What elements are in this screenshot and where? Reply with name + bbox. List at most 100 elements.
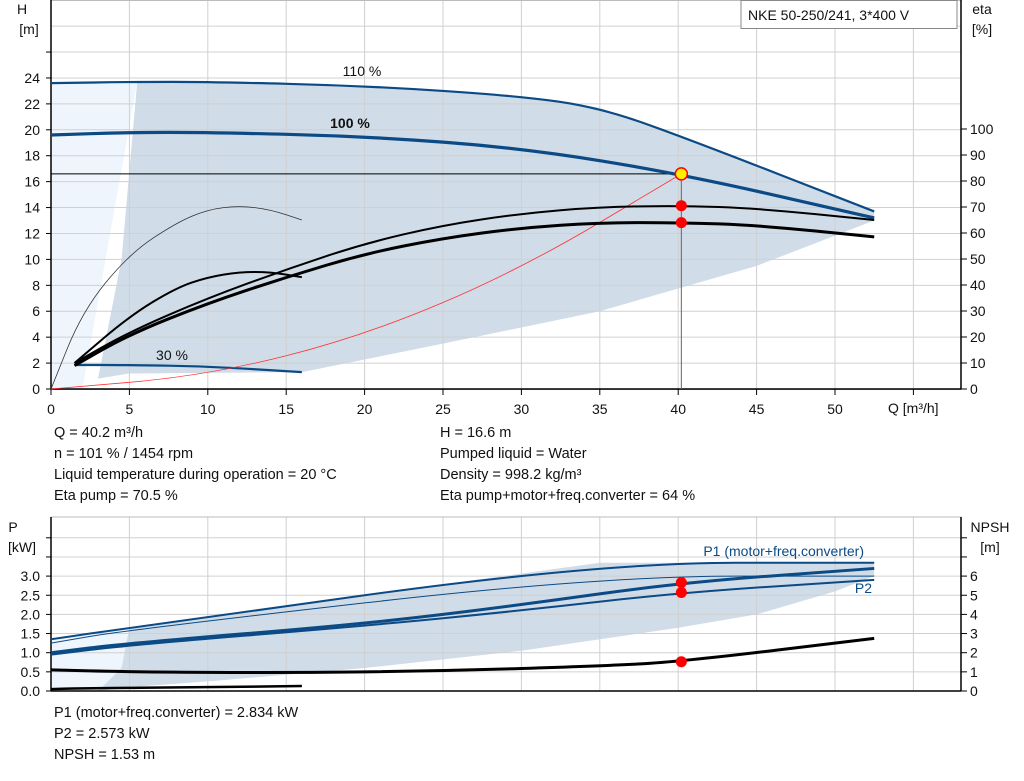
npsh-axis-unit: [m] xyxy=(980,539,999,555)
info-liquid: Pumped liquid = Water xyxy=(440,446,587,462)
p-tick-label: 3.0 xyxy=(21,568,41,584)
info-p2: P2 = 2.573 kW xyxy=(54,726,150,742)
q-tick-label: 20 xyxy=(357,401,373,417)
h-tick-label: 22 xyxy=(24,96,40,112)
p2-110-curve xyxy=(50,575,875,644)
label-p2: P2 xyxy=(855,580,872,596)
h-tick-label: 16 xyxy=(24,174,40,190)
power-duty-point xyxy=(675,576,687,588)
h-tick-label: 4 xyxy=(32,329,40,345)
eta-tick-label: 80 xyxy=(970,173,986,189)
npsh-tick-label: 3 xyxy=(970,626,978,642)
info-top-right: H = 16.6 m Pumped liquid = Water Density… xyxy=(440,423,695,507)
npsh-axis-title: NPSH xyxy=(971,519,1010,535)
eta-tick-label: 70 xyxy=(970,199,986,215)
eta-tick-label: 90 xyxy=(970,147,986,163)
p1-110-curve xyxy=(50,561,875,641)
label-100-percent: 100 % xyxy=(330,115,370,131)
power-duty-point xyxy=(675,586,687,598)
q-tick-label: 25 xyxy=(435,401,451,417)
curve-100-percent xyxy=(50,130,875,220)
p2-curve xyxy=(50,578,875,656)
p-tick-label: 1.0 xyxy=(21,645,41,661)
info-p1: P1 (motor+freq.converter) = 2.834 kW xyxy=(54,705,299,721)
eta-tick-label: 40 xyxy=(970,277,986,293)
q-tick-label: 30 xyxy=(514,401,530,417)
info-speed: n = 101 % / 1454 rpm xyxy=(54,446,194,462)
eta-tick-label: 50 xyxy=(970,251,986,267)
p-axis-unit: [kW] xyxy=(8,539,36,555)
q-tick-label: 10 xyxy=(200,401,216,417)
info-top-left: Q = 40.2 m³/h n = 101 % / 1454 rpm Liqui… xyxy=(54,423,337,507)
curve-110-percent xyxy=(50,80,875,213)
eta-tick-label: 30 xyxy=(970,303,986,319)
region-light-top xyxy=(51,81,138,390)
title-box xyxy=(740,0,958,29)
p-tick-label: 2.5 xyxy=(21,587,41,603)
p-tick-label: 1.5 xyxy=(21,626,41,642)
q-tick-label: 5 xyxy=(126,401,134,417)
p1-curve xyxy=(50,566,875,655)
eta-axis-title: eta xyxy=(972,1,992,17)
npsh-tick-label: 6 xyxy=(970,568,978,584)
info-npsh: NPSH = 1.53 m xyxy=(54,747,156,763)
h-tick-label: 12 xyxy=(24,225,40,241)
chart-title: NKE 50-250/241, 3*400 V xyxy=(748,7,910,23)
h-axis-title: H xyxy=(17,1,27,17)
eta-tick-label: 60 xyxy=(970,225,986,241)
eta-axis-unit: [%] xyxy=(972,21,992,37)
label-30-percent: 30 % xyxy=(156,347,188,363)
q-tick-label: 35 xyxy=(592,401,608,417)
q-tick-label: 40 xyxy=(670,401,686,417)
eta-tick-label: 0 xyxy=(970,381,978,397)
info-bottom: P1 (motor+freq.converter) = 2.834 kW P2 … xyxy=(54,703,298,766)
h-tick-label: 10 xyxy=(24,251,40,267)
label-p1: P1 (motor+freq.converter) xyxy=(703,543,864,559)
h-tick-label: 24 xyxy=(24,70,40,86)
eta-tick-label: 100 xyxy=(970,121,994,137)
h-tick-label: 6 xyxy=(32,303,40,319)
info-flow: Q = 40.2 m³/h xyxy=(54,425,144,441)
eta-tick-label: 20 xyxy=(970,329,986,345)
eta-tick-label: 10 xyxy=(970,355,986,371)
system-curve xyxy=(50,173,682,390)
q-tick-label: 45 xyxy=(749,401,765,417)
h-tick-label: 2 xyxy=(32,355,40,371)
curve-30-percent xyxy=(74,363,302,374)
info-eta-pump: Eta pump = 70.5 % xyxy=(54,488,178,504)
info-density: Density = 998.2 kg/m³ xyxy=(440,467,582,483)
npsh-curve xyxy=(50,636,875,674)
eta-pump-30-curve xyxy=(50,206,303,390)
npsh-tick-label: 2 xyxy=(970,645,978,661)
npsh-tick-label: 1 xyxy=(970,664,978,680)
eta-duty-point xyxy=(675,200,687,212)
q-tick-label: 50 xyxy=(827,401,843,417)
region-light-bottom xyxy=(51,627,130,691)
npsh-tick-label: 0 xyxy=(970,683,978,699)
info-temperature: Liquid temperature during operation = 20… xyxy=(54,467,337,483)
info-head: H = 16.6 m xyxy=(440,425,512,441)
npsh-tick-label: 5 xyxy=(970,587,978,603)
h-tick-label: 0 xyxy=(32,381,40,397)
info-eta-total: Eta pump+motor+freq.converter = 64 % xyxy=(440,488,696,504)
p-axis-title: P xyxy=(8,519,17,535)
eta-total-30-curve xyxy=(73,270,303,364)
eta-duty-point xyxy=(675,217,687,229)
p-tick-label: 0.0 xyxy=(21,683,41,699)
h-axis-unit: [m] xyxy=(19,21,38,37)
h-tick-label: 14 xyxy=(24,200,40,216)
duty-point-marker xyxy=(674,167,689,181)
q-axis-title: Q [m³/h] xyxy=(888,400,939,416)
label-110-percent: 110 % xyxy=(343,63,382,79)
power-duty-point xyxy=(675,656,687,668)
npsh-tick-label: 4 xyxy=(970,606,978,622)
q-tick-label: 15 xyxy=(278,401,294,417)
h-tick-label: 18 xyxy=(24,148,40,164)
p-tick-label: 0.5 xyxy=(21,664,41,680)
h-tick-label: 20 xyxy=(24,122,40,138)
operating-region-top xyxy=(98,81,875,379)
p-tick-label: 2.0 xyxy=(21,606,41,622)
q-tick-label: 0 xyxy=(47,401,55,417)
p-30-curve xyxy=(50,684,302,691)
